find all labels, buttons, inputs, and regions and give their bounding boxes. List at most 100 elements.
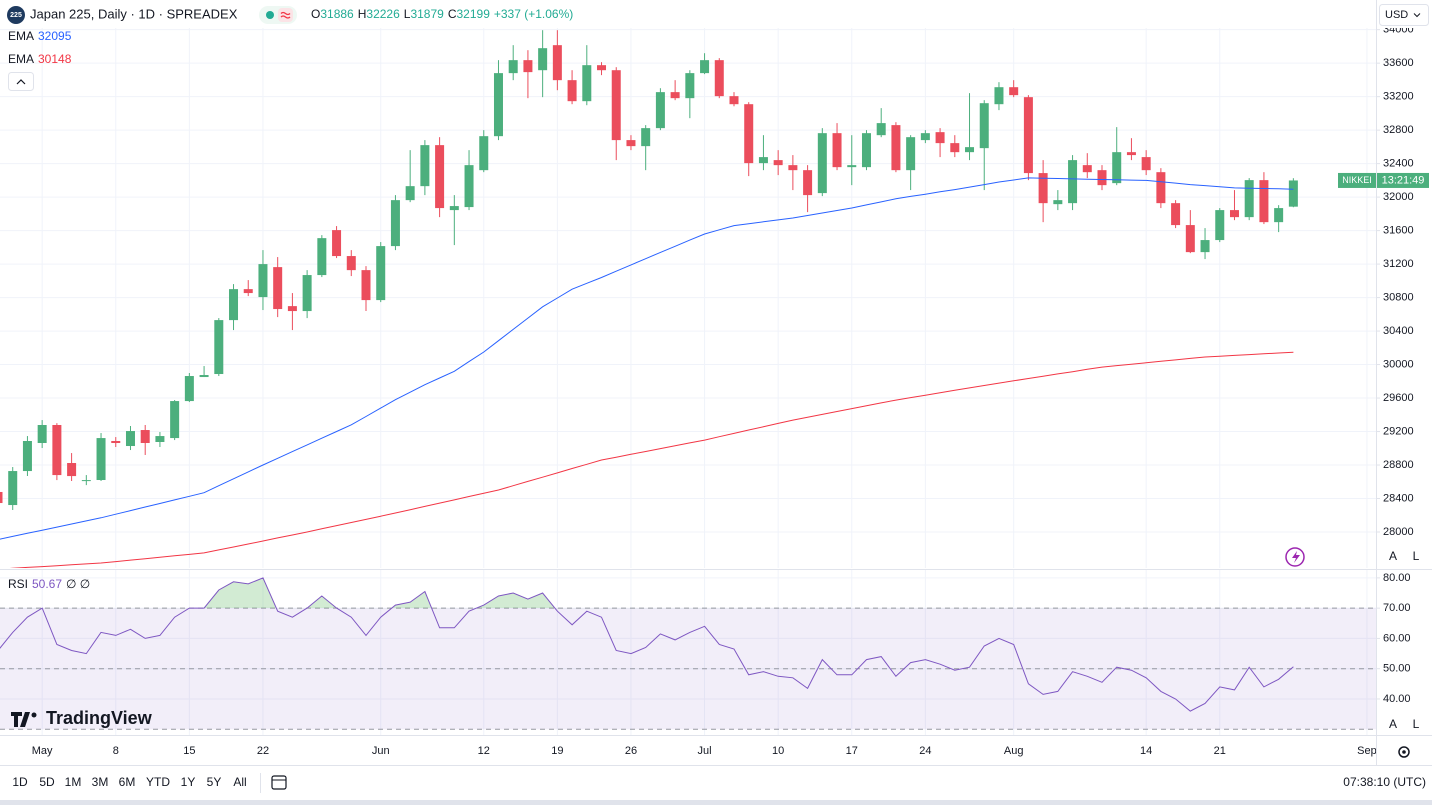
- candle-body: [420, 145, 430, 187]
- log-scale-button[interactable]: L: [1413, 717, 1420, 731]
- y-tick-label: 31600: [1383, 225, 1414, 237]
- alert-icon-bolt: [1292, 551, 1300, 563]
- auto-scale-button[interactable]: A: [1389, 549, 1397, 563]
- candle-body: [1156, 172, 1166, 204]
- indicator-name[interactable]: EMA: [8, 52, 34, 66]
- range-button[interactable]: 6M: [119, 775, 136, 789]
- candle-body: [1126, 152, 1136, 156]
- candle-body: [1141, 157, 1151, 171]
- candle-body: [67, 463, 77, 477]
- candle-body: [332, 230, 342, 257]
- symbol-title[interactable]: Japan 225, Daily · 1D · SPREADEX: [30, 6, 238, 21]
- y-tick-label: 70.00: [1383, 602, 1411, 614]
- auto-scale-button[interactable]: A: [1389, 717, 1397, 731]
- candle-body: [1274, 208, 1284, 223]
- y-tick-label: 33600: [1383, 57, 1414, 69]
- candle-body: [817, 133, 827, 194]
- candle-body: [950, 143, 960, 153]
- candle-body: [361, 270, 371, 301]
- x-tick-label: Jun: [372, 745, 390, 757]
- candle-body: [111, 440, 121, 444]
- indicator-params: ∅ ∅: [66, 577, 90, 591]
- candle-body: [965, 147, 975, 153]
- bottom-strip: [0, 800, 1432, 805]
- x-tick-label: May: [32, 745, 53, 757]
- price-tag-countdown: 13:21:49: [1382, 174, 1425, 186]
- candle-body: [655, 92, 665, 129]
- range-button[interactable]: 1Y: [181, 775, 196, 789]
- y-tick-label: 28800: [1383, 459, 1414, 471]
- candle-body: [22, 440, 32, 472]
- candle-body: [243, 289, 253, 294]
- y-tick-label: 34000: [1383, 24, 1414, 36]
- candle-body: [155, 436, 165, 442]
- y-tick-label: 32000: [1383, 191, 1414, 203]
- range-toolbar: 1D 5D 1M 3M 6M YTD 1Y 5Y All: [12, 775, 246, 789]
- range-button[interactable]: 5Y: [207, 775, 222, 789]
- candle-body: [37, 425, 47, 444]
- x-tick-label: 21: [1214, 745, 1226, 757]
- candle-body: [906, 137, 916, 171]
- ohlc-label: C: [448, 7, 457, 21]
- range-button[interactable]: YTD: [146, 775, 170, 789]
- candle-body: [346, 256, 356, 271]
- log-scale-button[interactable]: L: [1413, 549, 1420, 563]
- range-button[interactable]: 5D: [39, 775, 55, 789]
- ohlc-label: O: [311, 7, 320, 21]
- y-tick-label: 28400: [1383, 492, 1414, 504]
- candle-body: [994, 87, 1004, 105]
- x-tick-label: 12: [478, 745, 490, 757]
- collapse-legend-button[interactable]: [8, 72, 34, 91]
- range-button[interactable]: 1M: [65, 775, 82, 789]
- x-tick-label: 24: [919, 745, 931, 757]
- candle-body: [891, 125, 901, 171]
- candle-body: [744, 104, 754, 164]
- y-tick-label: 50.00: [1383, 663, 1411, 675]
- candle-body: [1023, 97, 1033, 174]
- candle-body: [1288, 180, 1298, 207]
- y-tick-label: 80.00: [1383, 572, 1411, 584]
- indicator-name[interactable]: RSI: [8, 577, 28, 591]
- candle-body: [52, 425, 62, 476]
- indicator-value: 32095: [38, 29, 72, 43]
- settings-icon[interactable]: [1398, 746, 1410, 758]
- y-tick-label: 29600: [1383, 392, 1414, 404]
- candle-body: [758, 157, 768, 164]
- rsi-line: [0, 577, 1294, 712]
- candle-body: [1053, 200, 1063, 205]
- candle-body: [1185, 225, 1195, 253]
- y-tick-label: 60.00: [1383, 632, 1411, 644]
- y-tick-label: 28000: [1383, 526, 1414, 538]
- brand-name[interactable]: TradingView: [46, 708, 153, 728]
- currency-label: USD: [1385, 9, 1408, 21]
- date-range-icon[interactable]: [271, 775, 287, 790]
- range-button[interactable]: 3M: [92, 775, 109, 789]
- x-tick-label: 15: [183, 745, 195, 757]
- x-tick-label: 17: [846, 745, 858, 757]
- time-axis: May 8 15 22 Jun 12 19 26 Jul 10 17 24 Aug 14 21 Sep: [32, 745, 1377, 757]
- candle-body: [449, 206, 459, 211]
- ema-line: [0, 177, 1294, 540]
- candle-body: [405, 186, 415, 201]
- delay-badge: [278, 8, 293, 22]
- indicator-name[interactable]: EMA: [8, 29, 34, 43]
- range-button[interactable]: All: [233, 775, 246, 789]
- x-tick-label: 22: [257, 745, 269, 757]
- overbought-fill: [42, 577, 555, 609]
- y-tick-label: 32400: [1383, 158, 1414, 170]
- candle-body: [1068, 160, 1078, 204]
- range-button[interactable]: 1D: [12, 775, 28, 789]
- brand-icon-dot: [31, 712, 37, 718]
- market-status-dot: [266, 11, 274, 19]
- y-tick-label: 32800: [1383, 124, 1414, 136]
- ema-line: [9, 351, 1294, 568]
- x-tick-label: Aug: [1004, 745, 1024, 757]
- candle-body: [773, 160, 783, 166]
- x-tick-label: Sep: [1357, 745, 1377, 757]
- clock[interactable]: 07:38:10 (UTC): [1343, 775, 1426, 789]
- x-tick-label: 8: [113, 745, 119, 757]
- currency-button[interactable]: [1379, 4, 1429, 26]
- x-tick-label: 26: [625, 745, 637, 757]
- symbol-logo-text: 225: [10, 12, 22, 19]
